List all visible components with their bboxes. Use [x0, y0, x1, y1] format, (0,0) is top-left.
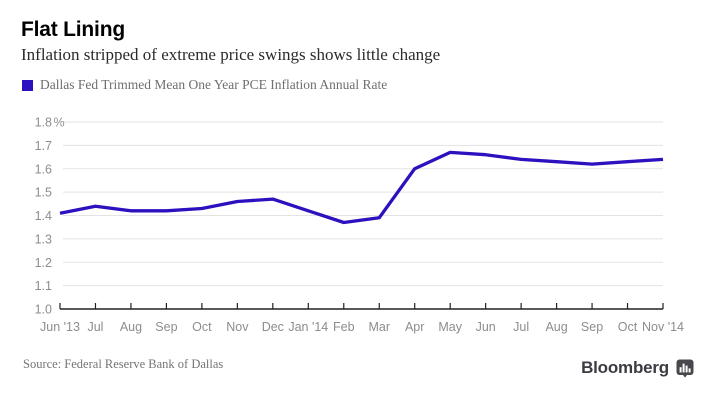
x-axis-tick-label: Oct	[618, 320, 638, 334]
y-axis-tick-label: 1.6	[35, 162, 52, 176]
y-axis-tick-label: 1.0	[35, 303, 52, 317]
x-axis-tick-label: Nov '14	[642, 320, 684, 334]
bloomberg-wordmark: Bloomberg	[581, 358, 669, 377]
y-axis-tick-label: 1.1	[35, 279, 52, 293]
x-axis-tick-label: May	[438, 320, 462, 334]
x-axis-tick-label: Jul	[87, 320, 103, 334]
x-axis-tick-label: Sep	[581, 320, 603, 334]
x-axis-tick-label: Aug	[545, 320, 567, 334]
x-axis-tick-label: Apr	[405, 320, 424, 334]
bar-chart-icon	[676, 359, 694, 378]
x-axis-tick-label: Oct	[192, 320, 212, 334]
y-axis-tick-label: 1.8	[35, 116, 52, 130]
data-line	[59, 150, 664, 225]
x-axis-tick-label: Dec	[262, 320, 284, 334]
x-axis-tick-label: Jan '14	[288, 320, 328, 334]
source-note: Source: Federal Reserve Bank of Dallas	[23, 357, 224, 371]
y-axis-percent-suffix: %	[54, 116, 65, 130]
page-title: Flat Lining	[21, 18, 125, 41]
line-chart: 1.0 1.1 1.2 1.3 1.4 1.5 1.6 1.7 1.8 % Jun '13 Jul Au…	[35, 116, 684, 335]
y-axis-tick-label: 1.7	[35, 139, 52, 153]
x-axis-tick-label: Nov	[226, 320, 249, 334]
y-axis-tick-label: 1.5	[35, 186, 52, 200]
y-axis-tick-label: 1.2	[35, 256, 52, 270]
x-axis-tick-label: Feb	[333, 320, 355, 334]
y-axis-tick-label: 1.3	[35, 232, 52, 246]
x-axis-tick-label: Aug	[120, 320, 142, 334]
x-axis-tick-label: Jun '13	[40, 320, 80, 334]
x-axis-tick-label: Jun	[476, 320, 496, 334]
bloomberg-logo: Bloomberg	[581, 358, 694, 378]
chart-subtitle: Inflation stripped of extreme price swin…	[21, 45, 441, 64]
x-axis-tick-label: Sep	[155, 320, 177, 334]
legend: Dallas Fed Trimmed Mean One Year PCE Inf…	[22, 77, 387, 93]
x-axis-tick-label: Jul	[513, 320, 529, 334]
legend-label: Dallas Fed Trimmed Mean One Year PCE Inf…	[40, 77, 388, 92]
x-axis-tick-label: Mar	[368, 320, 390, 334]
legend-swatch	[22, 79, 33, 91]
y-axis-tick-label: 1.4	[35, 209, 52, 223]
